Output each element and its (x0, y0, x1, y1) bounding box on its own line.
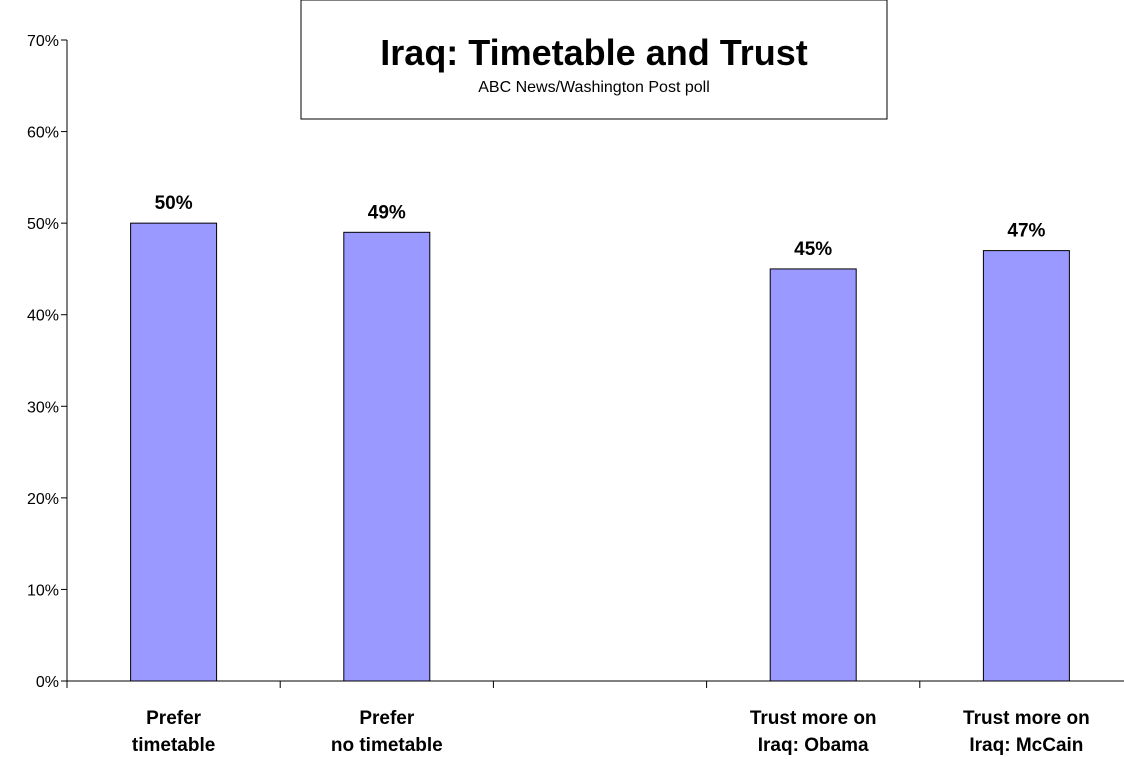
y-tick-label: 20% (27, 491, 59, 508)
bar-value-label: 49% (368, 202, 406, 223)
title-box-frame (300, 0, 888, 120)
chart-title: Iraq: Timetable and Trust (380, 32, 807, 73)
category-label: no timetable (331, 735, 443, 756)
y-tick-label: 30% (27, 399, 59, 416)
y-tick-label: 70% (27, 33, 59, 50)
labels-layer: 50% Prefer timetable 49% Prefer no timetable 4… (132, 193, 1090, 756)
y-tick-label: 60% (27, 125, 59, 142)
category-label: Prefer (146, 708, 202, 729)
category-label: Prefer (359, 708, 415, 729)
bars-layer (130, 222, 1070, 682)
category-label: Trust more on (963, 708, 1090, 729)
bar (343, 231, 431, 682)
bar-value-label: 50% (155, 193, 193, 214)
category-label: Trust more on (750, 708, 877, 729)
y-tick-label: 10% (27, 582, 59, 599)
title-box: Iraq: Timetable and Trust ABC News/Washi… (300, 0, 888, 120)
category-label: Iraq: Obama (758, 735, 869, 756)
category-label: Iraq: McCain (969, 735, 1083, 756)
bar (130, 222, 218, 682)
axes-layer: 0% 10% 20% 30% 40% 50% 60% 70% (27, 33, 1124, 691)
y-tick-label: 0% (36, 674, 59, 691)
bar (769, 268, 857, 682)
y-tick-label: 50% (27, 216, 59, 233)
bar-value-label: 47% (1007, 221, 1045, 242)
chart-subtitle: ABC News/Washington Post poll (478, 79, 710, 96)
bar-value-label: 45% (794, 239, 832, 260)
y-tick-label: 40% (27, 308, 59, 325)
category-label: timetable (132, 735, 215, 756)
bar (982, 250, 1070, 682)
